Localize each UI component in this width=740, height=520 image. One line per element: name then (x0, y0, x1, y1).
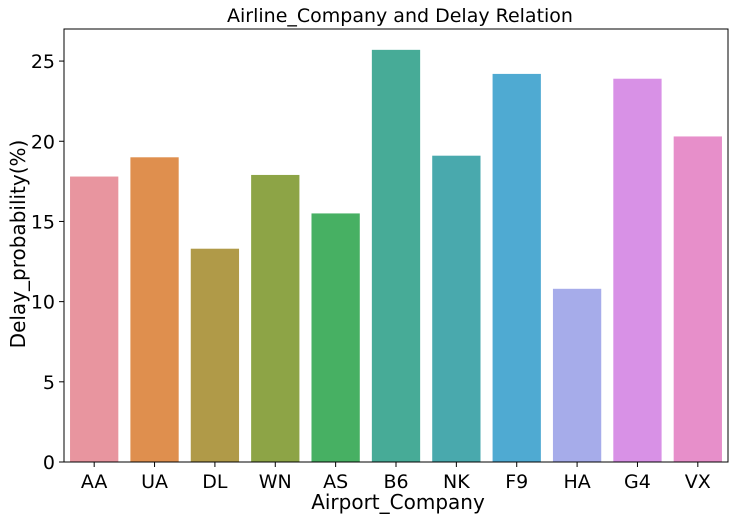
y-tick-label: 15 (31, 211, 55, 233)
x-tick-label: HA (563, 471, 590, 493)
bars-group (70, 49, 722, 463)
y-tick-label: 25 (31, 51, 55, 73)
bar-vx (673, 136, 722, 462)
x-tick-label: WN (259, 471, 292, 493)
bar-nk (432, 155, 481, 462)
plot-frame (63, 28, 729, 463)
bar-aa (70, 176, 119, 462)
y-axis-label: Delay_probability(%) (6, 140, 30, 349)
bar-g4 (613, 78, 662, 462)
bar-as (311, 213, 360, 462)
x-tick-label: DL (202, 471, 228, 493)
y-tick-label: 5 (43, 372, 55, 394)
bar-b6 (371, 49, 421, 463)
chart-title: Airline_Company and Delay Relation (227, 5, 573, 27)
bar-dl (190, 248, 240, 462)
bar-ha (552, 288, 602, 462)
y-ticks-group: 0 5 10 15 20 25 (31, 51, 64, 474)
x-tick-label: AA (81, 471, 108, 493)
x-tick-label: G4 (624, 471, 651, 493)
x-tick-label: F9 (505, 471, 528, 493)
bar-wn (251, 174, 300, 462)
x-axis-label: Airport_Company (311, 490, 485, 514)
x-ticks-group: AA UA DL WN AS B6 NK F9 HA G4 VX (81, 462, 711, 493)
bar-ua (130, 157, 179, 462)
y-tick-label: 10 (31, 292, 55, 314)
y-tick-label: 0 (43, 452, 55, 474)
x-tick-label: UA (141, 471, 168, 493)
x-tick-label: AS (323, 471, 348, 493)
x-tick-label: B6 (383, 471, 408, 493)
x-tick-label: NK (443, 471, 470, 493)
y-tick-label: 20 (31, 131, 55, 153)
x-tick-label: VX (685, 471, 711, 493)
bar-f9 (492, 73, 541, 463)
